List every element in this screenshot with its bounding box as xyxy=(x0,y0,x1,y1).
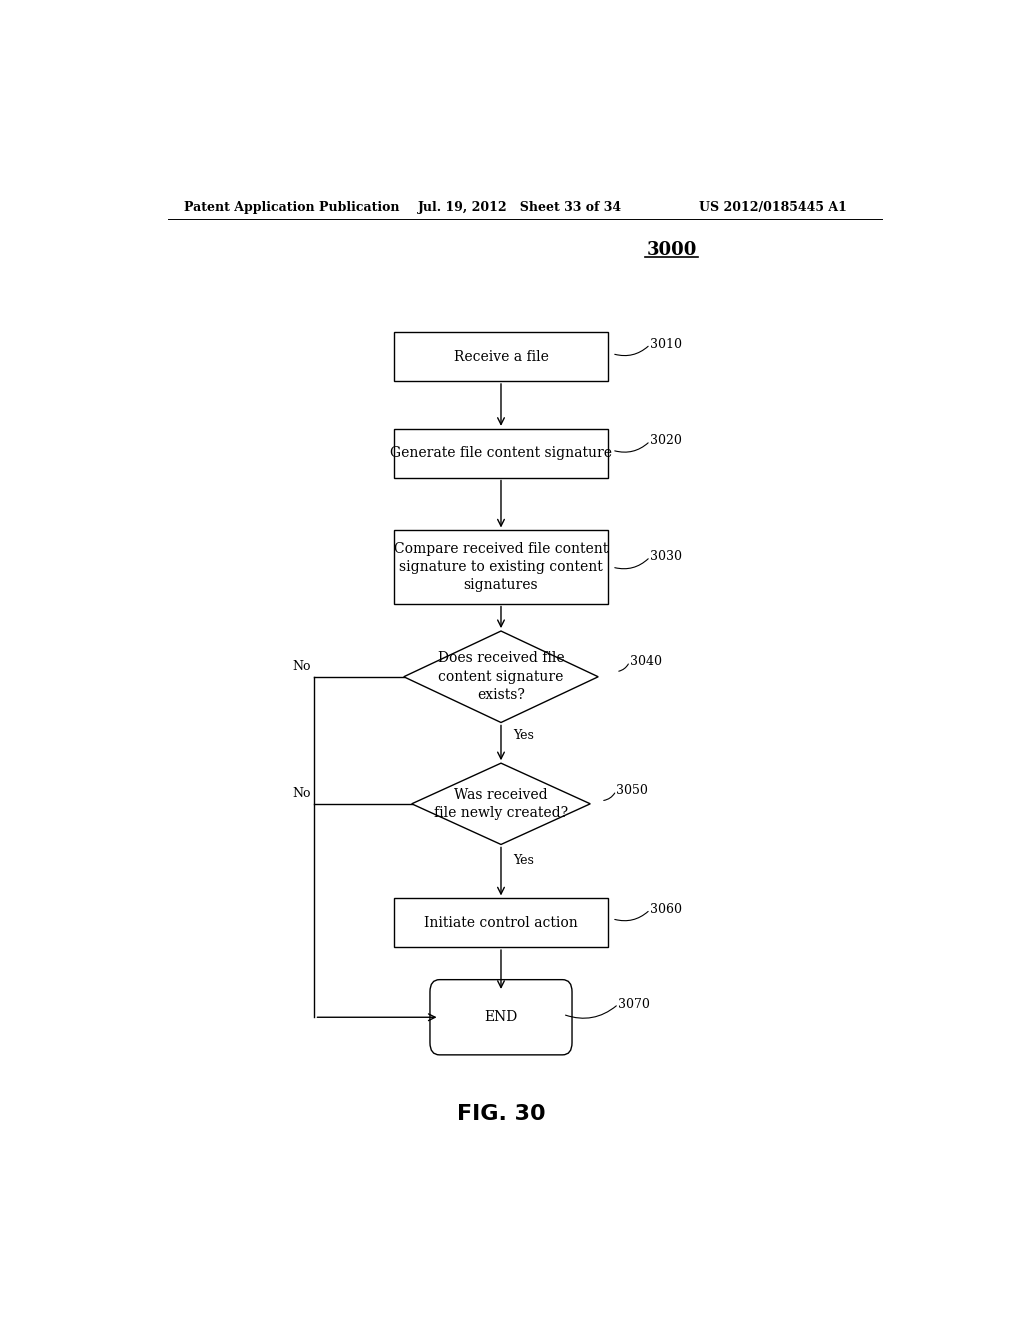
Text: Receive a file: Receive a file xyxy=(454,350,549,363)
Text: Does received file
content signature
exists?: Does received file content signature exi… xyxy=(437,651,564,702)
Text: Jul. 19, 2012   Sheet 33 of 34: Jul. 19, 2012 Sheet 33 of 34 xyxy=(418,201,622,214)
Text: Was received
file newly created?: Was received file newly created? xyxy=(434,788,568,820)
Text: Generate file content signature: Generate file content signature xyxy=(390,446,612,461)
FancyBboxPatch shape xyxy=(394,531,608,603)
Text: 3010: 3010 xyxy=(650,338,682,351)
Text: Patent Application Publication: Patent Application Publication xyxy=(183,201,399,214)
Polygon shape xyxy=(412,763,590,845)
Text: No: No xyxy=(292,787,310,800)
Text: US 2012/0185445 A1: US 2012/0185445 A1 xyxy=(699,201,847,214)
FancyBboxPatch shape xyxy=(430,979,572,1055)
Text: Initiate control action: Initiate control action xyxy=(424,916,578,929)
Text: 3050: 3050 xyxy=(616,784,648,797)
Text: 3030: 3030 xyxy=(650,550,682,564)
Text: 3040: 3040 xyxy=(630,655,662,668)
FancyBboxPatch shape xyxy=(394,333,608,381)
Polygon shape xyxy=(403,631,598,722)
FancyBboxPatch shape xyxy=(394,429,608,478)
Text: END: END xyxy=(484,1010,517,1024)
Text: No: No xyxy=(292,660,310,673)
Text: 3020: 3020 xyxy=(650,434,682,447)
Text: Yes: Yes xyxy=(513,854,534,867)
Text: FIG. 30: FIG. 30 xyxy=(457,1104,546,1123)
Text: 3060: 3060 xyxy=(650,903,682,916)
Text: Compare received file content
signature to existing content
signatures: Compare received file content signature … xyxy=(394,541,608,593)
FancyBboxPatch shape xyxy=(394,899,608,948)
Text: 3070: 3070 xyxy=(618,998,650,1011)
Text: 3000: 3000 xyxy=(646,240,696,259)
Text: Yes: Yes xyxy=(513,729,534,742)
